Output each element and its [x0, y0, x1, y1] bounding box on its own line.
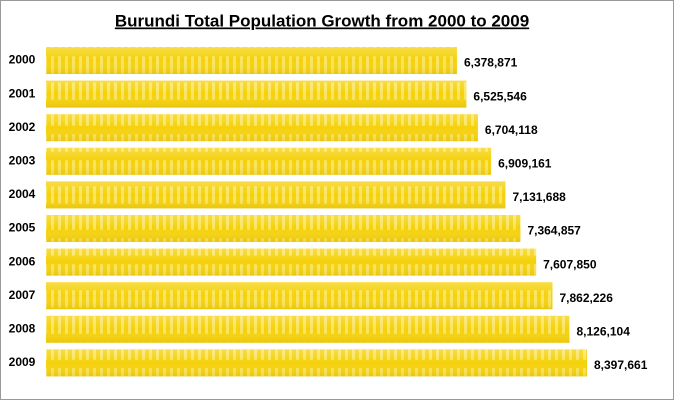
value-label: 8,397,661: [594, 358, 648, 372]
value-label: 7,364,857: [527, 224, 581, 238]
value-label: 6,909,161: [498, 156, 552, 170]
y-tick-label: 2003: [9, 153, 36, 167]
value-label: 7,862,226: [560, 291, 614, 305]
y-tick-label: 2006: [9, 254, 36, 268]
bar-shade: [46, 349, 587, 377]
value-label: 6,525,546: [473, 89, 527, 103]
bar-shade: [46, 181, 506, 209]
bar-shade: [46, 147, 492, 175]
y-tick-label: 2001: [9, 86, 36, 100]
bar-shade: [46, 215, 521, 242]
bar-shade: [46, 114, 478, 142]
value-label: 8,126,104: [577, 324, 631, 338]
chart-title: Burundi Total Population Growth from 200…: [115, 11, 529, 30]
y-tick-label: 2009: [9, 355, 36, 369]
value-label: 6,704,118: [485, 123, 538, 137]
y-tick-label: 2008: [9, 321, 36, 335]
bar-shade: [46, 315, 570, 343]
bar-shade: [46, 282, 553, 310]
value-label: 7,131,688: [512, 190, 566, 204]
y-tick-label: 2005: [9, 221, 36, 235]
value-label: 6,378,871: [464, 56, 518, 70]
y-tick-label: 2007: [9, 288, 36, 302]
bar-shade: [46, 248, 537, 276]
y-tick-label: 2002: [9, 120, 36, 134]
y-tick-label: 2004: [9, 187, 36, 201]
value-label: 7,607,850: [543, 257, 597, 271]
bar-shade: [46, 47, 457, 74]
y-tick-label: 2000: [9, 53, 36, 67]
bar-shade: [46, 80, 467, 108]
